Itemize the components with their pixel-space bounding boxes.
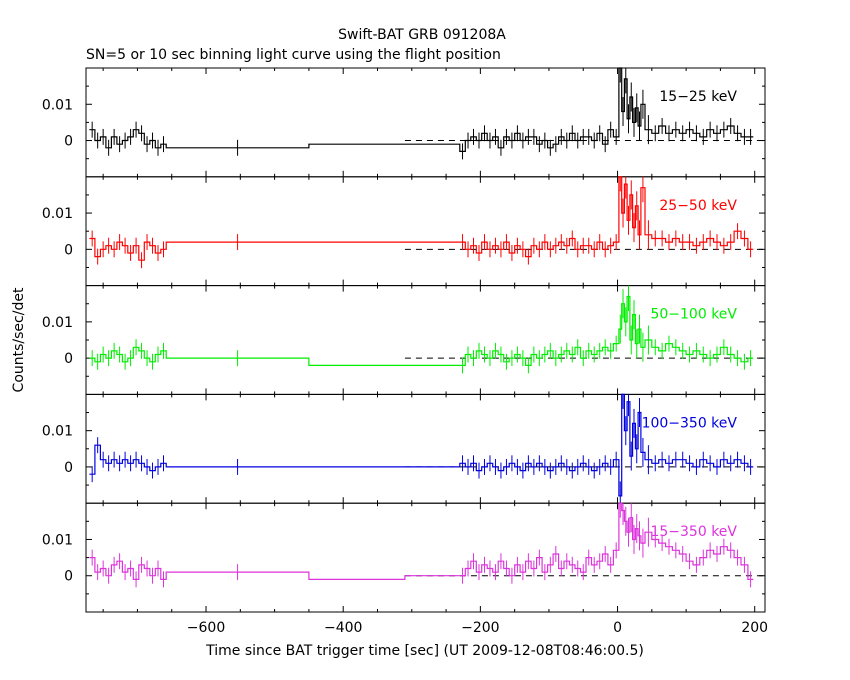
panel-1-frame	[85, 67, 766, 178]
panel-5-group: 0.01 0 15−350 keV −600 −400 −200 0 200	[42, 502, 768, 636]
panel-5-y-tick-label: 0.01	[42, 532, 73, 548]
x-tick-label: −400	[324, 620, 362, 636]
x-tick-label: −200	[461, 620, 499, 636]
y-axis-label: Counts/sec/det	[11, 287, 27, 392]
panel-3-y-tick-label: 0	[64, 351, 73, 367]
panel-3-y-tick-label: 0.01	[42, 315, 73, 331]
panel-4-y-tick-label: 0.01	[42, 424, 73, 440]
chart-title: Swift-BAT GRB 091208A	[338, 27, 506, 43]
panel-2-y-tick-label: 0.01	[42, 206, 73, 222]
panel-2-series-line	[89, 176, 754, 261]
panel-3-frame	[85, 285, 766, 395]
x-tick-label: −600	[187, 620, 225, 636]
panel-5-y-tick-label: 0	[64, 569, 73, 585]
x-tick-label: 0	[613, 620, 622, 636]
panel-1-series-line	[89, 67, 754, 152]
panel-1-band-label: 15−25 keV	[659, 89, 737, 105]
panel-2-band-label: 25−50 keV	[659, 198, 737, 214]
panel-3-series-line	[89, 295, 754, 366]
panel-4-frame	[85, 393, 766, 504]
chart-subtitle: SN=5 or 10 sec binning light curve using…	[86, 47, 501, 63]
panel-2-frame	[85, 176, 766, 287]
x-tick-label: 200	[741, 620, 768, 636]
panel-1-group: 0.01 0 15−25 keV	[42, 67, 766, 178]
panel-1-y-tick-label: 0.01	[42, 97, 73, 113]
panel-4-series-line	[89, 393, 754, 497]
panel-3-group: 0.01 0 50−100 keV	[42, 285, 766, 395]
panel-1-y-tick-label: 0	[64, 134, 73, 150]
panel-5-frame	[85, 502, 766, 613]
x-axis-label: Time since BAT trigger time [sec] (UT 20…	[205, 643, 644, 659]
panel-2-group: 0.01 0 25−50 keV	[42, 176, 766, 287]
panel-4-y-tick-label: 0	[64, 460, 73, 476]
panel-5-band-label: 15−350 keV	[650, 524, 737, 540]
panel-2-y-tick-label: 0	[64, 242, 73, 258]
panel-4-band-label: 100−350 keV	[642, 415, 738, 431]
panel-4-group: 0.01 0 100−350 keV	[42, 393, 766, 504]
panel-3-band-label: 50−100 keV	[650, 307, 737, 323]
panel-5-series-line	[89, 502, 754, 580]
panels-group: 0.01 0 15−25 keV 0.01 0 25−50 keV 0.01 0 50−100 …	[42, 67, 768, 636]
